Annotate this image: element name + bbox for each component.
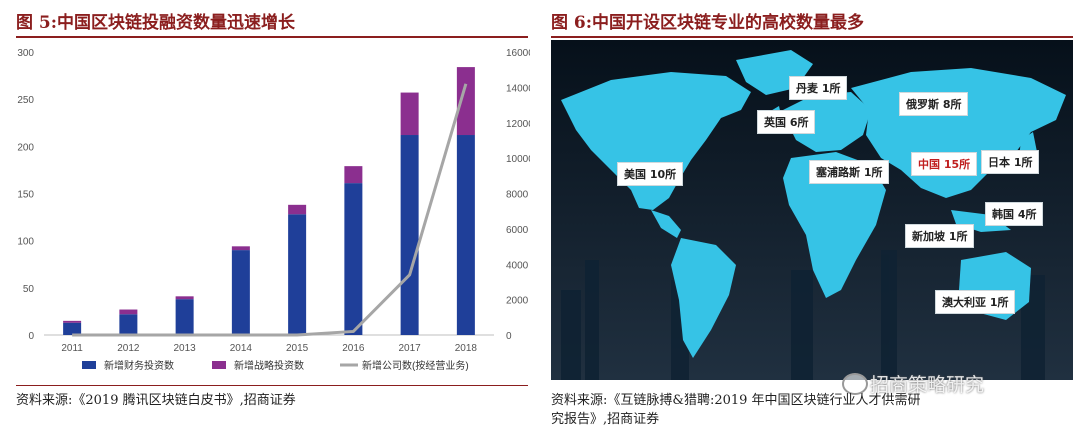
y-right-tick-label: 0 — [506, 331, 512, 342]
bar-financial — [344, 183, 363, 335]
y-right-tick-label: 16000 — [506, 48, 530, 59]
x-tick-label: 2011 — [61, 343, 83, 354]
bar-financial — [63, 322, 82, 335]
legend-swatch — [212, 361, 226, 369]
y-right-tick-label: 4000 — [506, 260, 529, 271]
chart-line — [72, 83, 468, 337]
x-tick-label: 2017 — [399, 343, 422, 354]
right-title-rule — [551, 36, 1073, 38]
right-chart-title: 图 6:中国开设区块链专业的高校数量最多 — [551, 13, 865, 33]
north-america-shape — [561, 72, 751, 210]
chart-axes: 0 50 100 150 200 250 300 0 2000 4000 6000 8000 10000… — [17, 48, 530, 354]
central-america-shape — [651, 210, 681, 238]
x-tick-label: 2016 — [342, 343, 365, 354]
bar-financial — [288, 214, 307, 335]
bar-financial — [119, 314, 138, 335]
wechat-icon — [842, 373, 868, 395]
y-left-tick-label: 150 — [17, 190, 34, 201]
map-label-singapore: 新加坡 1所 — [905, 224, 975, 248]
watermark-text: 招商策略研究 — [870, 374, 985, 396]
y-right-tick-label: 10000 — [506, 154, 530, 165]
y-left-tick-label: 200 — [17, 142, 34, 153]
bar-strategic — [175, 296, 194, 300]
map-label-russia: 俄罗斯 8所 — [899, 92, 969, 116]
x-tick-label: 2015 — [286, 343, 309, 354]
africa-shape — [783, 152, 886, 298]
map-label-cyprus: 塞浦路斯 1所 — [809, 160, 890, 184]
map-label-australia: 澳大利亚 1所 — [935, 290, 1016, 314]
left-title-rule — [16, 36, 528, 38]
map-label-china: 中国 15所 — [911, 152, 978, 176]
bar-strategic — [63, 320, 82, 323]
bar-financial — [400, 135, 419, 335]
south-america-shape — [671, 238, 736, 358]
left-source-rule — [16, 385, 528, 386]
chart-bars — [63, 67, 475, 335]
europe-shape — [783, 92, 871, 152]
bar-financial — [231, 250, 250, 335]
map-label-korea: 韩国 4所 — [985, 202, 1044, 226]
bar-financial — [175, 299, 194, 335]
map-label-usa: 美国 10所 — [617, 162, 684, 186]
bar-strategic — [231, 246, 250, 251]
x-tick-label: 2014 — [230, 343, 253, 354]
map-label-japan: 日本 1所 — [981, 150, 1040, 174]
x-tick-label: 2012 — [117, 343, 140, 354]
y-left-tick-label: 250 — [17, 95, 34, 106]
left-chart-title: 图 5:中国区块链投融资数量迅速增长 — [16, 13, 296, 33]
y-right-tick-label: 6000 — [506, 225, 529, 236]
world-map: 丹麦 1所 俄罗斯 8所 英国 6所 美国 10所 塞浦路斯 1所 中国 15所… — [551, 40, 1073, 380]
y-right-tick-label: 14000 — [506, 83, 530, 94]
y-left-tick-label: 50 — [23, 284, 35, 295]
y-right-tick-label: 8000 — [506, 190, 529, 201]
bar-strategic — [119, 309, 138, 315]
map-label-uk: 英国 6所 — [757, 110, 816, 134]
bar-strategic — [344, 166, 363, 184]
investment-chart: 0 50 100 150 200 250 300 0 2000 4000 6000 8000 10000… — [17, 48, 530, 372]
x-tick-label: 2013 — [174, 343, 197, 354]
legend-swatch — [82, 361, 96, 369]
bar-strategic — [456, 67, 475, 136]
y-left-tick-label: 100 — [17, 237, 34, 248]
y-right-tick-label: 2000 — [506, 296, 529, 307]
left-source: 资料来源:《2019 腾讯区块链白皮书》,招商证券 — [16, 393, 296, 408]
bar-strategic — [288, 204, 307, 215]
map-label-denmark: 丹麦 1所 — [789, 76, 848, 100]
x-tick-label: 2018 — [455, 343, 478, 354]
right-source-line1: 资料来源:《互链脉搏&猎聘:2019 年中国区块链行业人才供需研 — [551, 393, 921, 408]
line-new-companies — [72, 83, 468, 337]
y-right-tick-label: 12000 — [506, 119, 530, 130]
legend-label: 新增公司数(按经营业务) — [362, 359, 469, 372]
legend-label: 新增战略投资数 — [234, 359, 304, 372]
chart-legend: 新增财务投资数 新增战略投资数 新增公司数(按经营业务) — [82, 359, 469, 372]
bar-financial — [456, 135, 475, 335]
y-left-tick-label: 300 — [17, 48, 34, 59]
y-left-tick-label: 0 — [28, 331, 34, 342]
legend-label: 新增财务投资数 — [104, 359, 174, 372]
right-source-line2: 究报告》,招商证券 — [551, 412, 660, 427]
bar-strategic — [400, 92, 419, 136]
